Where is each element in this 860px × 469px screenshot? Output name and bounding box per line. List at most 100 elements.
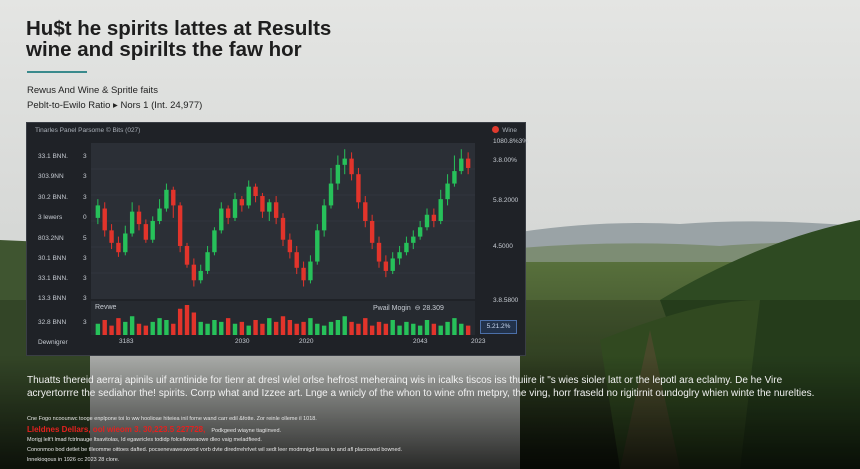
- right-axis-label: 3.8.00%: [493, 157, 517, 164]
- candle-body: [123, 233, 128, 253]
- highlight-line: Lleldnes Dellars, ool wieom 3. 30,223.5 …: [27, 425, 281, 434]
- axis-tick-label: 3: [83, 319, 87, 326]
- volume-bar: [431, 323, 437, 335]
- candle-body: [171, 189, 176, 206]
- volume-bar: [123, 321, 128, 335]
- volume-bar: [157, 318, 162, 335]
- volume-bar: [404, 321, 409, 335]
- candle-body: [102, 208, 107, 231]
- headline-line-2: wine and spirilts the faw hor: [26, 38, 302, 61]
- volume-bar: [301, 321, 306, 335]
- volume-bar: [424, 320, 430, 335]
- chart-panel: Tinarles Panel Parsome © Bits (027) Wine…: [26, 122, 529, 356]
- x-axis-label: 2020: [299, 338, 314, 345]
- candle-body: [465, 158, 471, 168]
- profit-margin-value: ⊖ 28.309: [414, 305, 444, 312]
- volume-bar: [383, 323, 389, 335]
- candle-body: [136, 211, 142, 225]
- volume-bar: [232, 323, 238, 335]
- candle-body: [363, 202, 368, 221]
- axis-tick-label: 0: [83, 214, 87, 221]
- volume-bar: [95, 323, 101, 335]
- left-axis-label: 33.1 BNN.: [38, 153, 68, 160]
- fine-print-2: Morigj lelt't lmad fctrlnauge ltsavitola…: [27, 437, 262, 443]
- candle-body: [376, 242, 382, 262]
- volume-bar: [260, 323, 265, 335]
- volume-bar: [459, 323, 464, 335]
- volume-bar: [212, 320, 217, 335]
- axis-tick-label: 5: [83, 235, 87, 242]
- candle-body: [321, 205, 327, 231]
- x-axis-label: 2030: [235, 338, 250, 345]
- candle-body: [280, 217, 286, 240]
- candle-body: [205, 252, 210, 271]
- volume-bar: [116, 318, 121, 335]
- bottom-left-label: Dewnigrer: [38, 339, 68, 346]
- candle-body: [260, 196, 265, 212]
- candle-body: [267, 202, 272, 212]
- right-axis-label: 1080.8%3%: [493, 138, 529, 145]
- volume-bar: [109, 325, 114, 335]
- candle-body: [445, 183, 450, 200]
- volume-bar: [335, 320, 341, 335]
- price-tag: 5.21.2%: [480, 320, 517, 334]
- candle-body: [424, 214, 430, 228]
- volume-bar: [321, 325, 327, 335]
- volume-bar: [198, 321, 203, 335]
- x-axis-label: 3183: [119, 338, 134, 345]
- volume-bar: [315, 323, 320, 335]
- chart-panel-title: Tinarles Panel Parsome © Bits (027): [35, 127, 141, 134]
- candle-body: [431, 214, 437, 221]
- volume-bar: [225, 318, 231, 335]
- volume-bar: [273, 321, 279, 335]
- right-axis-label: 5.8.2000: [493, 197, 519, 204]
- volume-bar: [356, 323, 361, 335]
- volume-bar: [349, 321, 354, 335]
- candle-body: [253, 186, 258, 197]
- volume-bar: [390, 320, 395, 335]
- candle-body: [164, 189, 169, 209]
- candle-body: [315, 230, 320, 262]
- left-axis-label: 3 lewers: [38, 214, 63, 221]
- fine-print-3: Cononmoo bod detlet be tlleomme oittoes …: [27, 447, 403, 453]
- volume-bar: [205, 323, 210, 335]
- candle-body: [150, 221, 155, 240]
- headline: Hu$t he spirits lattes at Results wine a…: [26, 18, 546, 60]
- volume-bar: [267, 318, 272, 335]
- axis-tick-label: 3: [83, 255, 87, 262]
- title-underline: [27, 71, 87, 73]
- x-axis-label: 2023: [471, 338, 486, 345]
- candle-body: [157, 208, 162, 221]
- article-paragraph: Thuatts thereid aerraj apinils uif arnti…: [27, 375, 815, 399]
- volume-bar: [219, 321, 224, 335]
- candle-body: [294, 252, 299, 268]
- candle-body: [232, 199, 238, 218]
- volume-bar: [376, 321, 382, 335]
- volume-bar: [445, 321, 450, 335]
- ratio-line: Peblt-to-Ewilo Ratio ▸ Nors 1 (Int. 24,9…: [27, 100, 203, 111]
- left-axis-label: 30.2 BNN.: [38, 194, 68, 201]
- axis-tick-label: 3: [83, 275, 87, 282]
- candle-body: [411, 236, 416, 243]
- volume-bar: [280, 316, 286, 335]
- candle-body: [369, 221, 375, 243]
- candle-body: [356, 174, 361, 203]
- volume-bar: [417, 325, 423, 335]
- left-axis-label: 303.9NN: [38, 173, 64, 180]
- profit-margin-label: Pwail Mogin ⊖ 28.309: [373, 305, 444, 312]
- candle-body: [129, 211, 135, 234]
- candlestick-chart: [91, 143, 475, 335]
- fine-print-1: Cne Fogo ncoounwc tooge enplpone toi lo …: [27, 416, 317, 422]
- candle-body: [438, 199, 443, 221]
- candle-body: [335, 164, 341, 184]
- volume-bar: [177, 308, 183, 335]
- volume-bar: [438, 325, 443, 335]
- volume-label: Revwe: [95, 304, 117, 311]
- candle-body: [225, 208, 231, 218]
- volume-bar: [369, 325, 375, 335]
- candle-body: [342, 158, 347, 165]
- volume-bar: [397, 325, 402, 335]
- volume-bar: [308, 318, 313, 335]
- volume-bar: [143, 325, 149, 335]
- volume-bar: [164, 320, 169, 335]
